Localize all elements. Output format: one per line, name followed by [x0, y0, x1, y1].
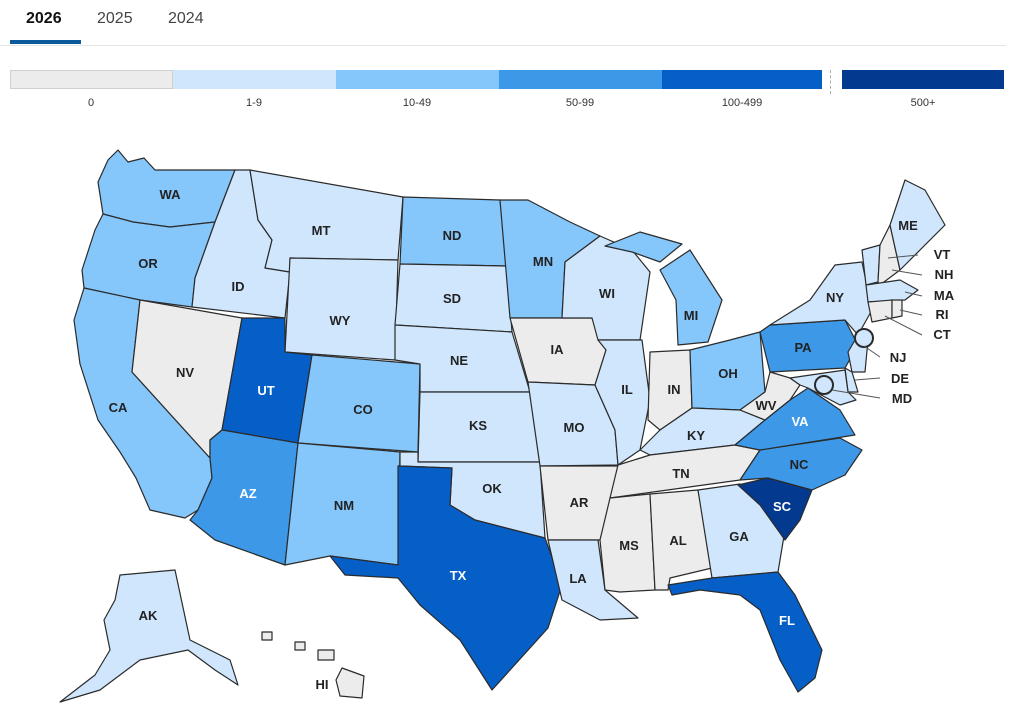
state-fl[interactable] [667, 571, 823, 693]
label-id: ID [232, 279, 245, 294]
nj-leader [863, 345, 881, 358]
label-ga: GA [729, 529, 749, 544]
legend-swatch-10-49 [336, 70, 499, 89]
md-marker[interactable] [814, 375, 834, 395]
de-leader [854, 377, 881, 381]
legend-divider [830, 70, 831, 94]
legend-swatch-500-plus [842, 70, 1004, 89]
label-sc: SC [773, 499, 792, 514]
state-hi[interactable] [261, 631, 365, 699]
legend-label-50-99: 50-99 [565, 97, 595, 109]
state-tx[interactable] [329, 465, 563, 691]
ct-leader [884, 315, 923, 336]
label-ri: RI [936, 307, 949, 322]
legend-swatch-50-99 [499, 70, 662, 89]
label-nm: NM [334, 498, 354, 513]
label-nd: ND [443, 228, 462, 243]
md-leader [831, 389, 881, 399]
nh-leader [891, 269, 923, 276]
label-vt: VT [934, 247, 951, 262]
label-va: VA [791, 414, 809, 429]
label-fl: FL [779, 613, 795, 628]
tab-2024[interactable]: 2024 [168, 10, 204, 27]
color-legend: 0 1-9 10-49 50-99 100-499 500+ [10, 70, 1004, 120]
label-me: ME [898, 218, 918, 233]
label-wv: WV [756, 398, 777, 413]
state-ak[interactable] [59, 569, 239, 703]
state-mi-upper[interactable] [604, 231, 683, 263]
label-ia: IA [551, 342, 565, 357]
label-la: LA [569, 571, 587, 586]
label-az: AZ [239, 486, 256, 501]
label-oh: OH [718, 366, 738, 381]
state-ri[interactable] [891, 299, 903, 319]
label-mi: MI [684, 308, 698, 323]
label-wi: WI [599, 286, 615, 301]
label-sd: SD [443, 291, 461, 306]
label-nc: NC [790, 457, 809, 472]
label-ne: NE [450, 353, 468, 368]
label-nh: NH [935, 267, 954, 282]
state-ga[interactable] [697, 483, 786, 579]
legend-label-10-49: 10-49 [402, 97, 432, 109]
state-mi[interactable] [659, 249, 723, 346]
legend-swatch-100-499 [662, 70, 822, 89]
state-wy[interactable] [284, 257, 399, 361]
tab-2026[interactable]: 2026 [26, 10, 62, 27]
label-nv: NV [176, 365, 194, 380]
state-mt[interactable] [249, 169, 404, 273]
vt-leader [887, 254, 919, 259]
label-al: AL [669, 533, 686, 548]
state-ma[interactable] [865, 279, 919, 303]
label-ak: AK [139, 608, 158, 623]
label-tx: TX [450, 568, 467, 583]
label-in: IN [668, 382, 681, 397]
us-choropleth-map: WA OR CA ID NV MT WY UT AZ CO NM ND SD N… [59, 149, 955, 703]
active-tab-indicator [10, 40, 81, 44]
ri-leader [899, 309, 923, 316]
label-ms: MS [619, 538, 639, 553]
label-mt: MT [312, 223, 331, 238]
label-pa: PA [794, 340, 812, 355]
year-tabs: 2026 2025 2024 [0, 0, 1006, 46]
state-ct[interactable] [867, 299, 893, 323]
tab-2025[interactable]: 2025 [97, 10, 133, 27]
label-co: CO [353, 402, 373, 417]
legend-label-500-plus: 500+ [910, 97, 936, 109]
nj-marker[interactable] [854, 328, 874, 348]
label-wy: WY [330, 313, 351, 328]
label-ok: OK [482, 481, 502, 496]
label-ut: UT [257, 383, 274, 398]
label-md: MD [892, 391, 912, 406]
label-ks: KS [469, 418, 487, 433]
label-de: DE [891, 371, 909, 386]
legend-swatch-0 [10, 70, 173, 89]
label-ma: MA [934, 288, 955, 303]
label-ky: KY [687, 428, 705, 443]
ma-leader [904, 291, 923, 297]
label-nj: NJ [890, 350, 907, 365]
legend-label-0: 0 [87, 97, 95, 109]
legend-label-1-9: 1-9 [246, 97, 262, 109]
label-ca: CA [109, 400, 128, 415]
legend-label-100-499: 100-499 [721, 97, 763, 109]
state-me[interactable] [889, 179, 946, 271]
label-mo: MO [564, 420, 585, 435]
label-ct: CT [933, 327, 950, 342]
label-il: IL [621, 382, 633, 397]
label-ar: AR [570, 495, 589, 510]
label-wa: WA [160, 187, 182, 202]
label-or: OR [138, 256, 158, 271]
label-mn: MN [533, 254, 553, 269]
legend-swatch-1-9 [173, 70, 336, 89]
label-ny: NY [826, 290, 844, 305]
label-tn: TN [672, 466, 689, 481]
state-la[interactable] [547, 539, 639, 621]
label-hi: HI [316, 677, 329, 692]
